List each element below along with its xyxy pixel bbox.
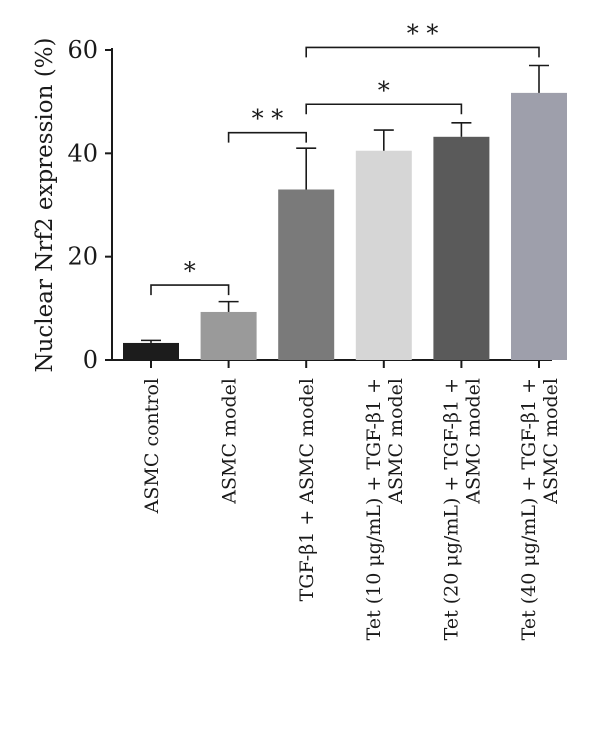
significance-label: * * [252,105,284,133]
bar [278,189,335,360]
x-category-label: Tet (20 μg/mL) + TGF-β1 + [440,378,462,640]
error-bars [141,64,549,343]
y-axis-ticks: 0 20 40 60 [67,36,112,374]
x-axis-labels: ASMC control ASMC model TGF-β1 + ASMC mode… [141,378,562,640]
x-category-label: ASMC model [540,378,562,505]
y-axis-title: Nuclear Nrf2 expression (%) [32,37,58,372]
y-tick-label: 20 [67,243,98,271]
y-tick-label: 40 [67,139,98,167]
x-category-label-group: ASMC control [141,378,163,514]
x-category-label-group: TGF-β1 + ASMC model [296,378,318,601]
bars [123,92,567,368]
bar [355,150,412,360]
x-category-label: ASMC control [141,378,163,514]
y-axis-title-group: Nuclear Nrf2 expression (%) [32,37,58,372]
bar [511,92,567,360]
significance-brackets: * * * * * * [150,19,540,296]
bar [123,342,179,360]
x-category-label: ASMC model [385,378,407,505]
significance-label: * [184,257,196,285]
x-category-label: ASMC model [219,378,241,505]
significance-label: * [378,76,390,104]
x-category-label-group: Tet (10 μg/mL) + TGF-β1 + ASMC model [363,378,407,640]
bar [433,136,490,360]
bar [200,311,257,360]
x-category-label: Tet (40 μg/mL) + TGF-β1 + [518,378,540,640]
significance-bracket [227,131,307,143]
y-tick-label: 0 [83,346,98,374]
x-category-label-group: ASMC model [219,378,241,505]
x-category-label-group: Tet (20 μg/mL) + TGF-β1 + ASMC model [440,378,484,640]
significance-bracket [150,284,230,296]
y-tick-label: 60 [67,36,98,64]
significance-label: * * [407,19,439,47]
x-category-label: Tet (10 μg/mL) + TGF-β1 + [363,378,385,640]
significance-bracket [305,103,463,115]
x-category-label: ASMC model [462,378,484,505]
x-category-label-group: Tet (40 μg/mL) + TGF-β1 + ASMC model [518,378,562,640]
x-category-label: TGF-β1 + ASMC model [296,378,318,601]
significance-bracket [305,46,540,58]
